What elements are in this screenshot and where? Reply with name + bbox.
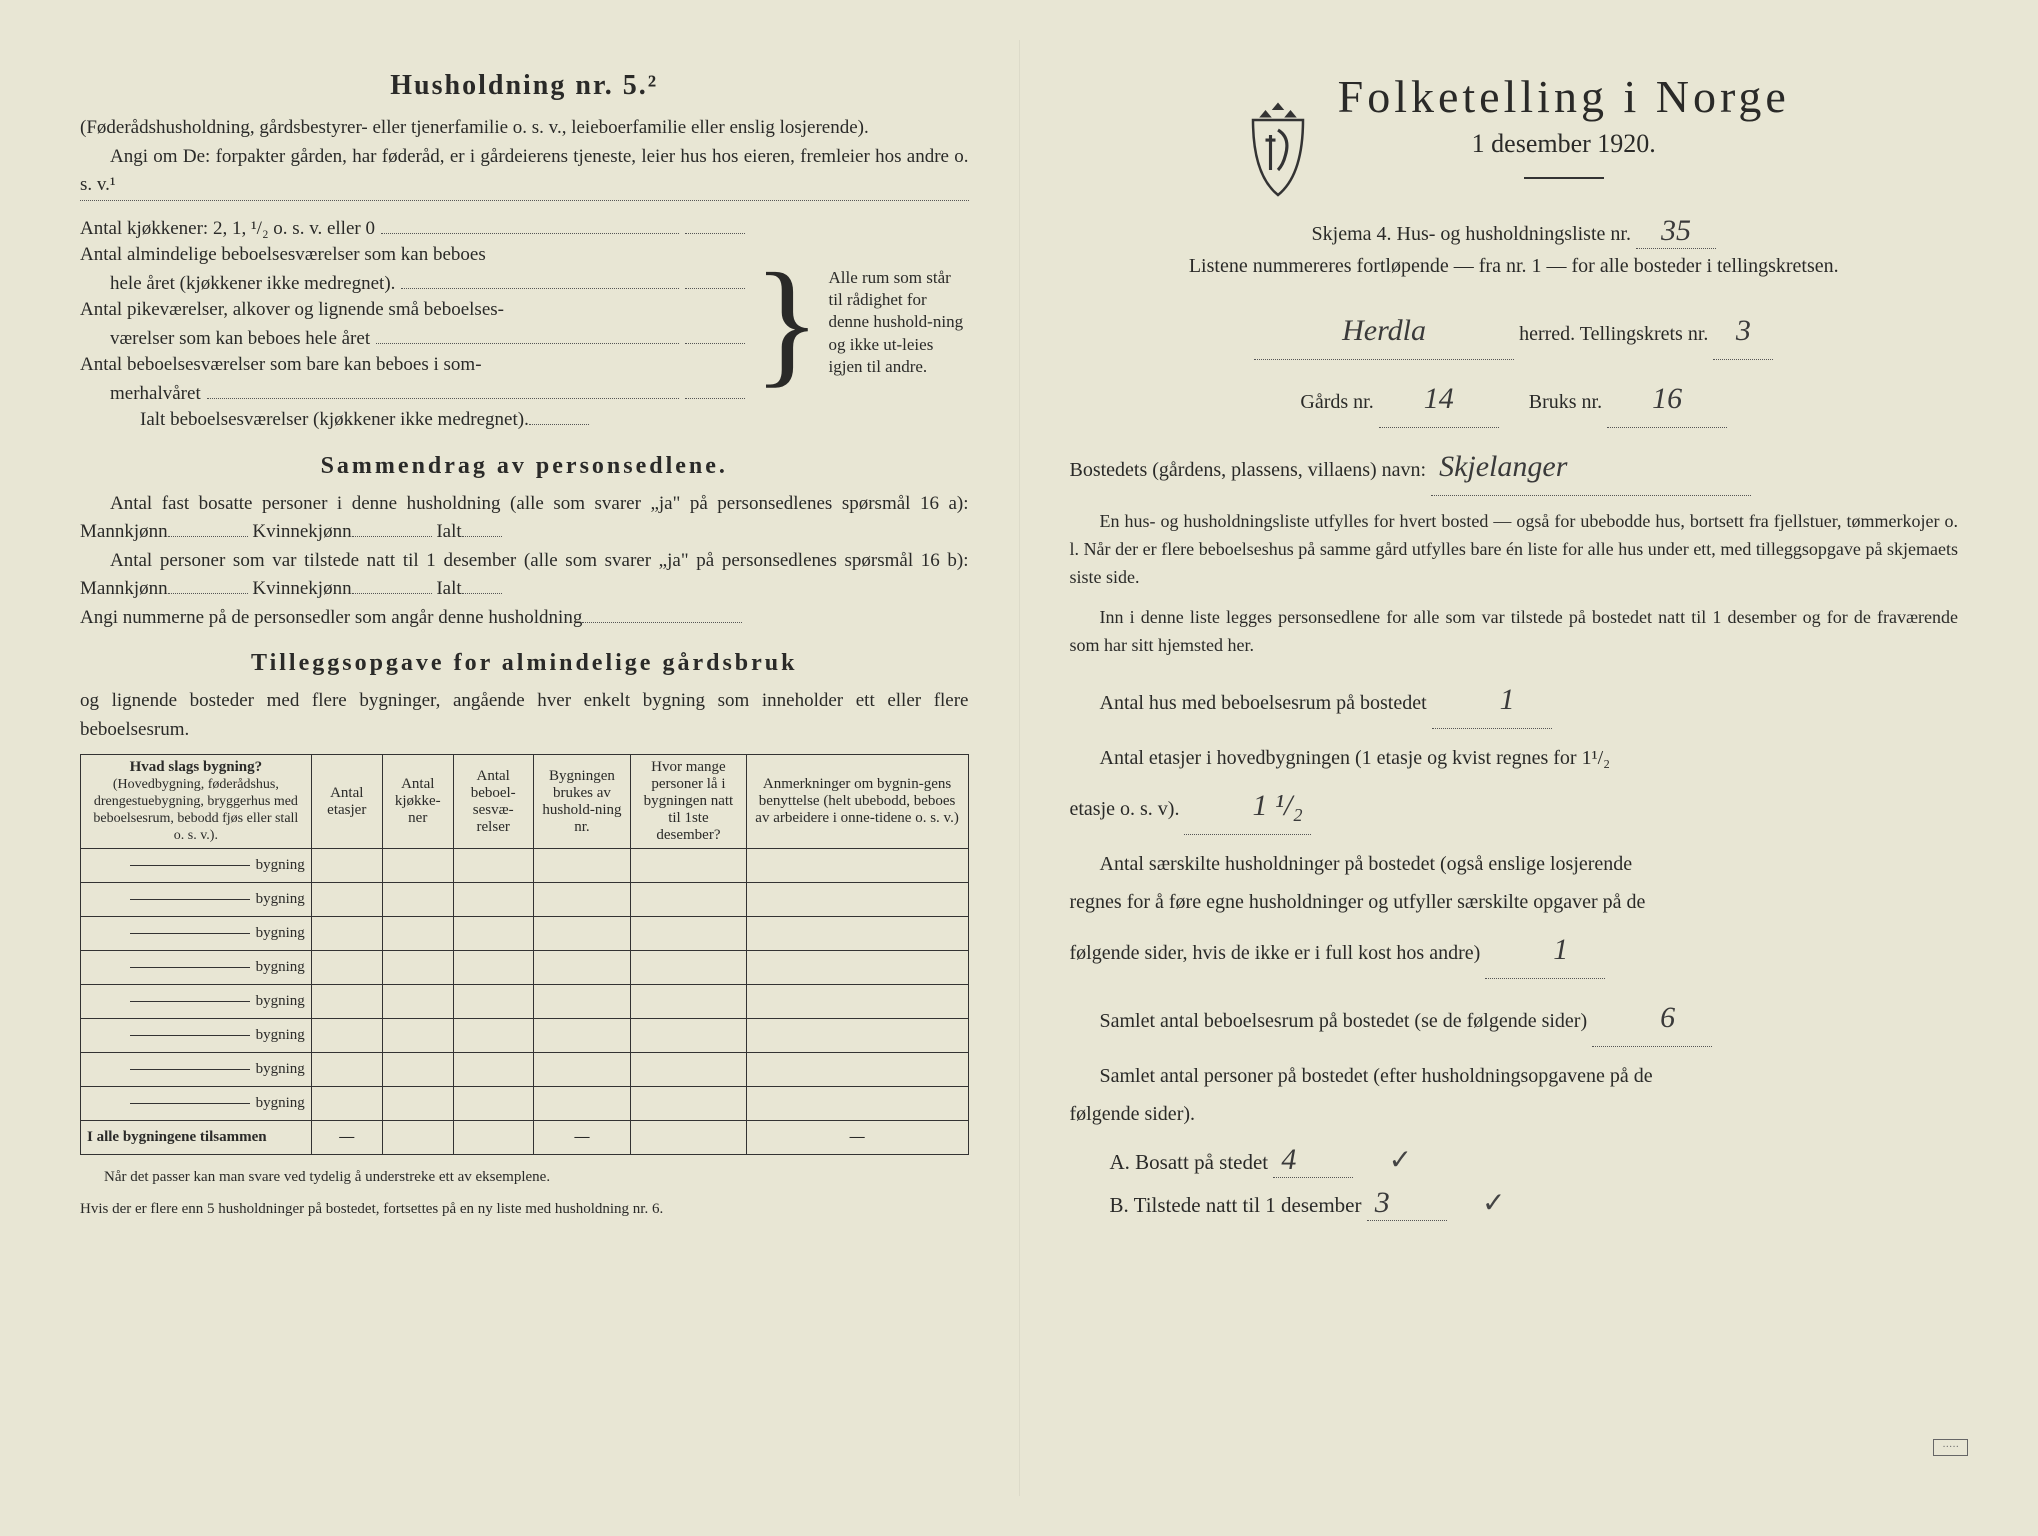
table-total-row: I alle bygningene tilsammen——— <box>81 1121 969 1155</box>
q-floors: Antal etasjer i hovedbygningen (1 etasje… <box>1070 739 1959 835</box>
col-notes: Anmerkninger om bygnin-gens benyttelse (… <box>746 755 968 849</box>
q4-value: 6 <box>1622 989 1683 1046</box>
krets-value: 3 <box>1728 302 1759 359</box>
q-houses: Antal hus med beboelsesrum på bostedet 1 <box>1070 671 1959 729</box>
row-a: A. Bosatt på stedet 4 ✓ <box>1110 1143 1959 1178</box>
table-row: bygning <box>81 917 969 951</box>
building-table: Hvad slags bygning? (Hovedbygning, føder… <box>80 754 969 1155</box>
table-row: bygning <box>81 985 969 1019</box>
household-heading: Husholdning nr. 5.² <box>80 70 969 102</box>
building-tbody: bygning bygning bygning bygning bygning … <box>81 849 969 1155</box>
bruks-value: 16 <box>1644 370 1690 427</box>
coat-of-arms-icon <box>1238 100 1318 200</box>
gards-value: 14 <box>1416 370 1462 427</box>
footnote-1: Når det passer kan man svare ved tydelig… <box>80 1167 969 1187</box>
listene-note: Listene nummereres fortløpende — fra nr.… <box>1070 255 1959 278</box>
intro-fill-line <box>80 200 969 201</box>
instruction-1: En hus- og husholdningsliste utfylles fo… <box>1070 508 1959 592</box>
right-page: Folketelling i Norge 1 desember 1920. Sk… <box>1020 40 2009 1496</box>
sammendrag-row3: Angi nummerne på de personsedler som ang… <box>80 604 969 633</box>
sammendrag-row2: Antal personer som var tilstede natt til… <box>80 547 969 604</box>
sammendrag-heading: Sammendrag av personsedlene. <box>80 453 969 480</box>
table-header-row: Hvad slags bygning? (Hovedbygning, føder… <box>81 755 969 849</box>
q2-value: 1 ¹/₂ <box>1214 777 1310 834</box>
q-persons: Samlet antal personer på bostedet (efter… <box>1070 1057 1959 1133</box>
q3-value: 1 <box>1515 921 1576 978</box>
table-row: bygning <box>81 1087 969 1121</box>
table-row: bygning <box>81 849 969 883</box>
bosted-value: Skjelanger <box>1431 438 1575 495</box>
printer-stamp: ····· <box>1933 1439 1968 1456</box>
curly-brace: } <box>753 260 820 386</box>
intro-paren: (Føderådshusholdning, gårdsbestyrer- ell… <box>80 114 969 143</box>
herred-row: Herdla herred. Tellingskrets nr. 3 <box>1070 302 1959 360</box>
col-floors: Antal etasjer <box>311 755 382 849</box>
list-number-value: 35 <box>1653 214 1699 248</box>
instruction-2: Inn i denne liste legges personsedlene f… <box>1070 604 1959 660</box>
q-households: Antal særskilte husholdninger på bostede… <box>1070 845 1959 979</box>
footnote-2: Hvis der er flere enn 5 husholdninger på… <box>80 1199 969 1219</box>
col-type: Hvad slags bygning? (Hovedbygning, føder… <box>81 755 312 849</box>
main-title: Folketelling i Norge <box>1338 70 1790 123</box>
sub-title: 1 desember 1920. <box>1338 129 1790 159</box>
a-value: 4 <box>1273 1143 1304 1177</box>
gards-bruks-row: Gårds nr. 14 Bruks nr. 16 <box>1070 370 1959 428</box>
row-kitchens: Antal kjøkkener: 2, 1, ¹/₂ o. s. v. elle… <box>80 215 745 240</box>
table-row: bygning <box>81 883 969 917</box>
q-rooms: Samlet antal beboelsesrum på bostedet (s… <box>1070 989 1959 1047</box>
check-b-icon: ✓ <box>1482 1186 1505 1220</box>
herred-value: Herdla <box>1334 302 1434 359</box>
tillegg-heading: Tilleggsopgave for almindelige gårdsbruk <box>80 650 969 677</box>
title-divider <box>1524 177 1604 179</box>
skjema-line: Skjema 4. Hus- og husholdningsliste nr. … <box>1070 214 1959 249</box>
b-value: 3 <box>1367 1186 1398 1220</box>
col-kitchens: Antal kjøkke-ner <box>382 755 453 849</box>
q1-value: 1 <box>1462 671 1523 728</box>
table-row: bygning <box>81 1019 969 1053</box>
intro-angi: Angi om De: forpakter gården, har føderå… <box>80 143 969 200</box>
rooms-block: Antal kjøkkener: 2, 1, ¹/₂ o. s. v. elle… <box>80 211 969 435</box>
bosted-row: Bostedets (gårdens, plassens, villaens) … <box>1070 438 1959 496</box>
check-a-icon: ✓ <box>1389 1143 1412 1177</box>
sammendrag-row1: Antal fast bosatte personer i denne hush… <box>80 490 969 547</box>
col-persons: Hvor mange personer lå i bygningen natt … <box>631 755 746 849</box>
table-row: bygning <box>81 1053 969 1087</box>
left-page: Husholdning nr. 5.² (Føderådshusholdning… <box>30 40 1020 1496</box>
col-rooms: Antal beboel-sesvæ-relser <box>453 755 533 849</box>
tillegg-sub: og lignende bosteder med flere bygninger… <box>80 687 969 744</box>
table-row: bygning <box>81 951 969 985</box>
col-household: Bygningen brukes av hushold-ning nr. <box>533 755 631 849</box>
row-b: B. Tilstede natt til 1 desember 3 ✓ <box>1110 1186 1959 1221</box>
title-block: Folketelling i Norge 1 desember 1920. <box>1338 70 1790 197</box>
brace-note: Alle rum som står til rådighet for denne… <box>829 267 969 377</box>
